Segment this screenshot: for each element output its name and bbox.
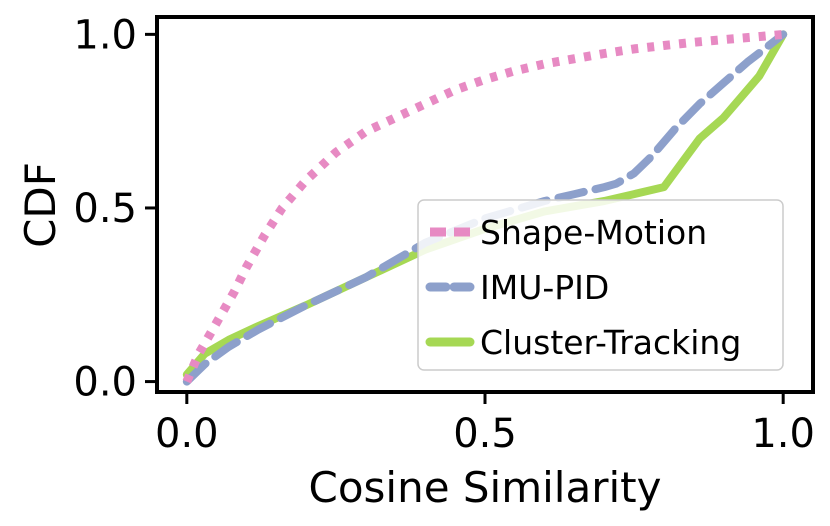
series-line-imu-pid [182,30,788,386]
x-tick-label: 0.5 [453,411,517,457]
x-axis-label: Cosine Similarity [309,463,662,512]
legend: Shape-Motion IMU-PID Cluster-Tracking [417,199,784,371]
y-tick-label: 0.0 [73,360,137,406]
series-line-shape-motion [182,29,784,384]
legend-label-shape-motion: Shape-Motion [480,213,707,252]
x-tick-label: 1.0 [751,411,815,457]
y-tick-label: 1.0 [73,12,137,58]
y-tick-label: 0.5 [73,186,137,232]
legend-box [417,199,784,371]
legend-label-imu-pid: IMU-PID [480,268,609,307]
legend-label-cluster-tracking: Cluster-Tracking [480,323,741,362]
axis-ticks: 0.0 0.5 1.0 0.0 0.5 1.0 [73,12,815,457]
x-tick-label: 0.0 [155,411,219,457]
y-axis-label: CDF [16,162,65,248]
